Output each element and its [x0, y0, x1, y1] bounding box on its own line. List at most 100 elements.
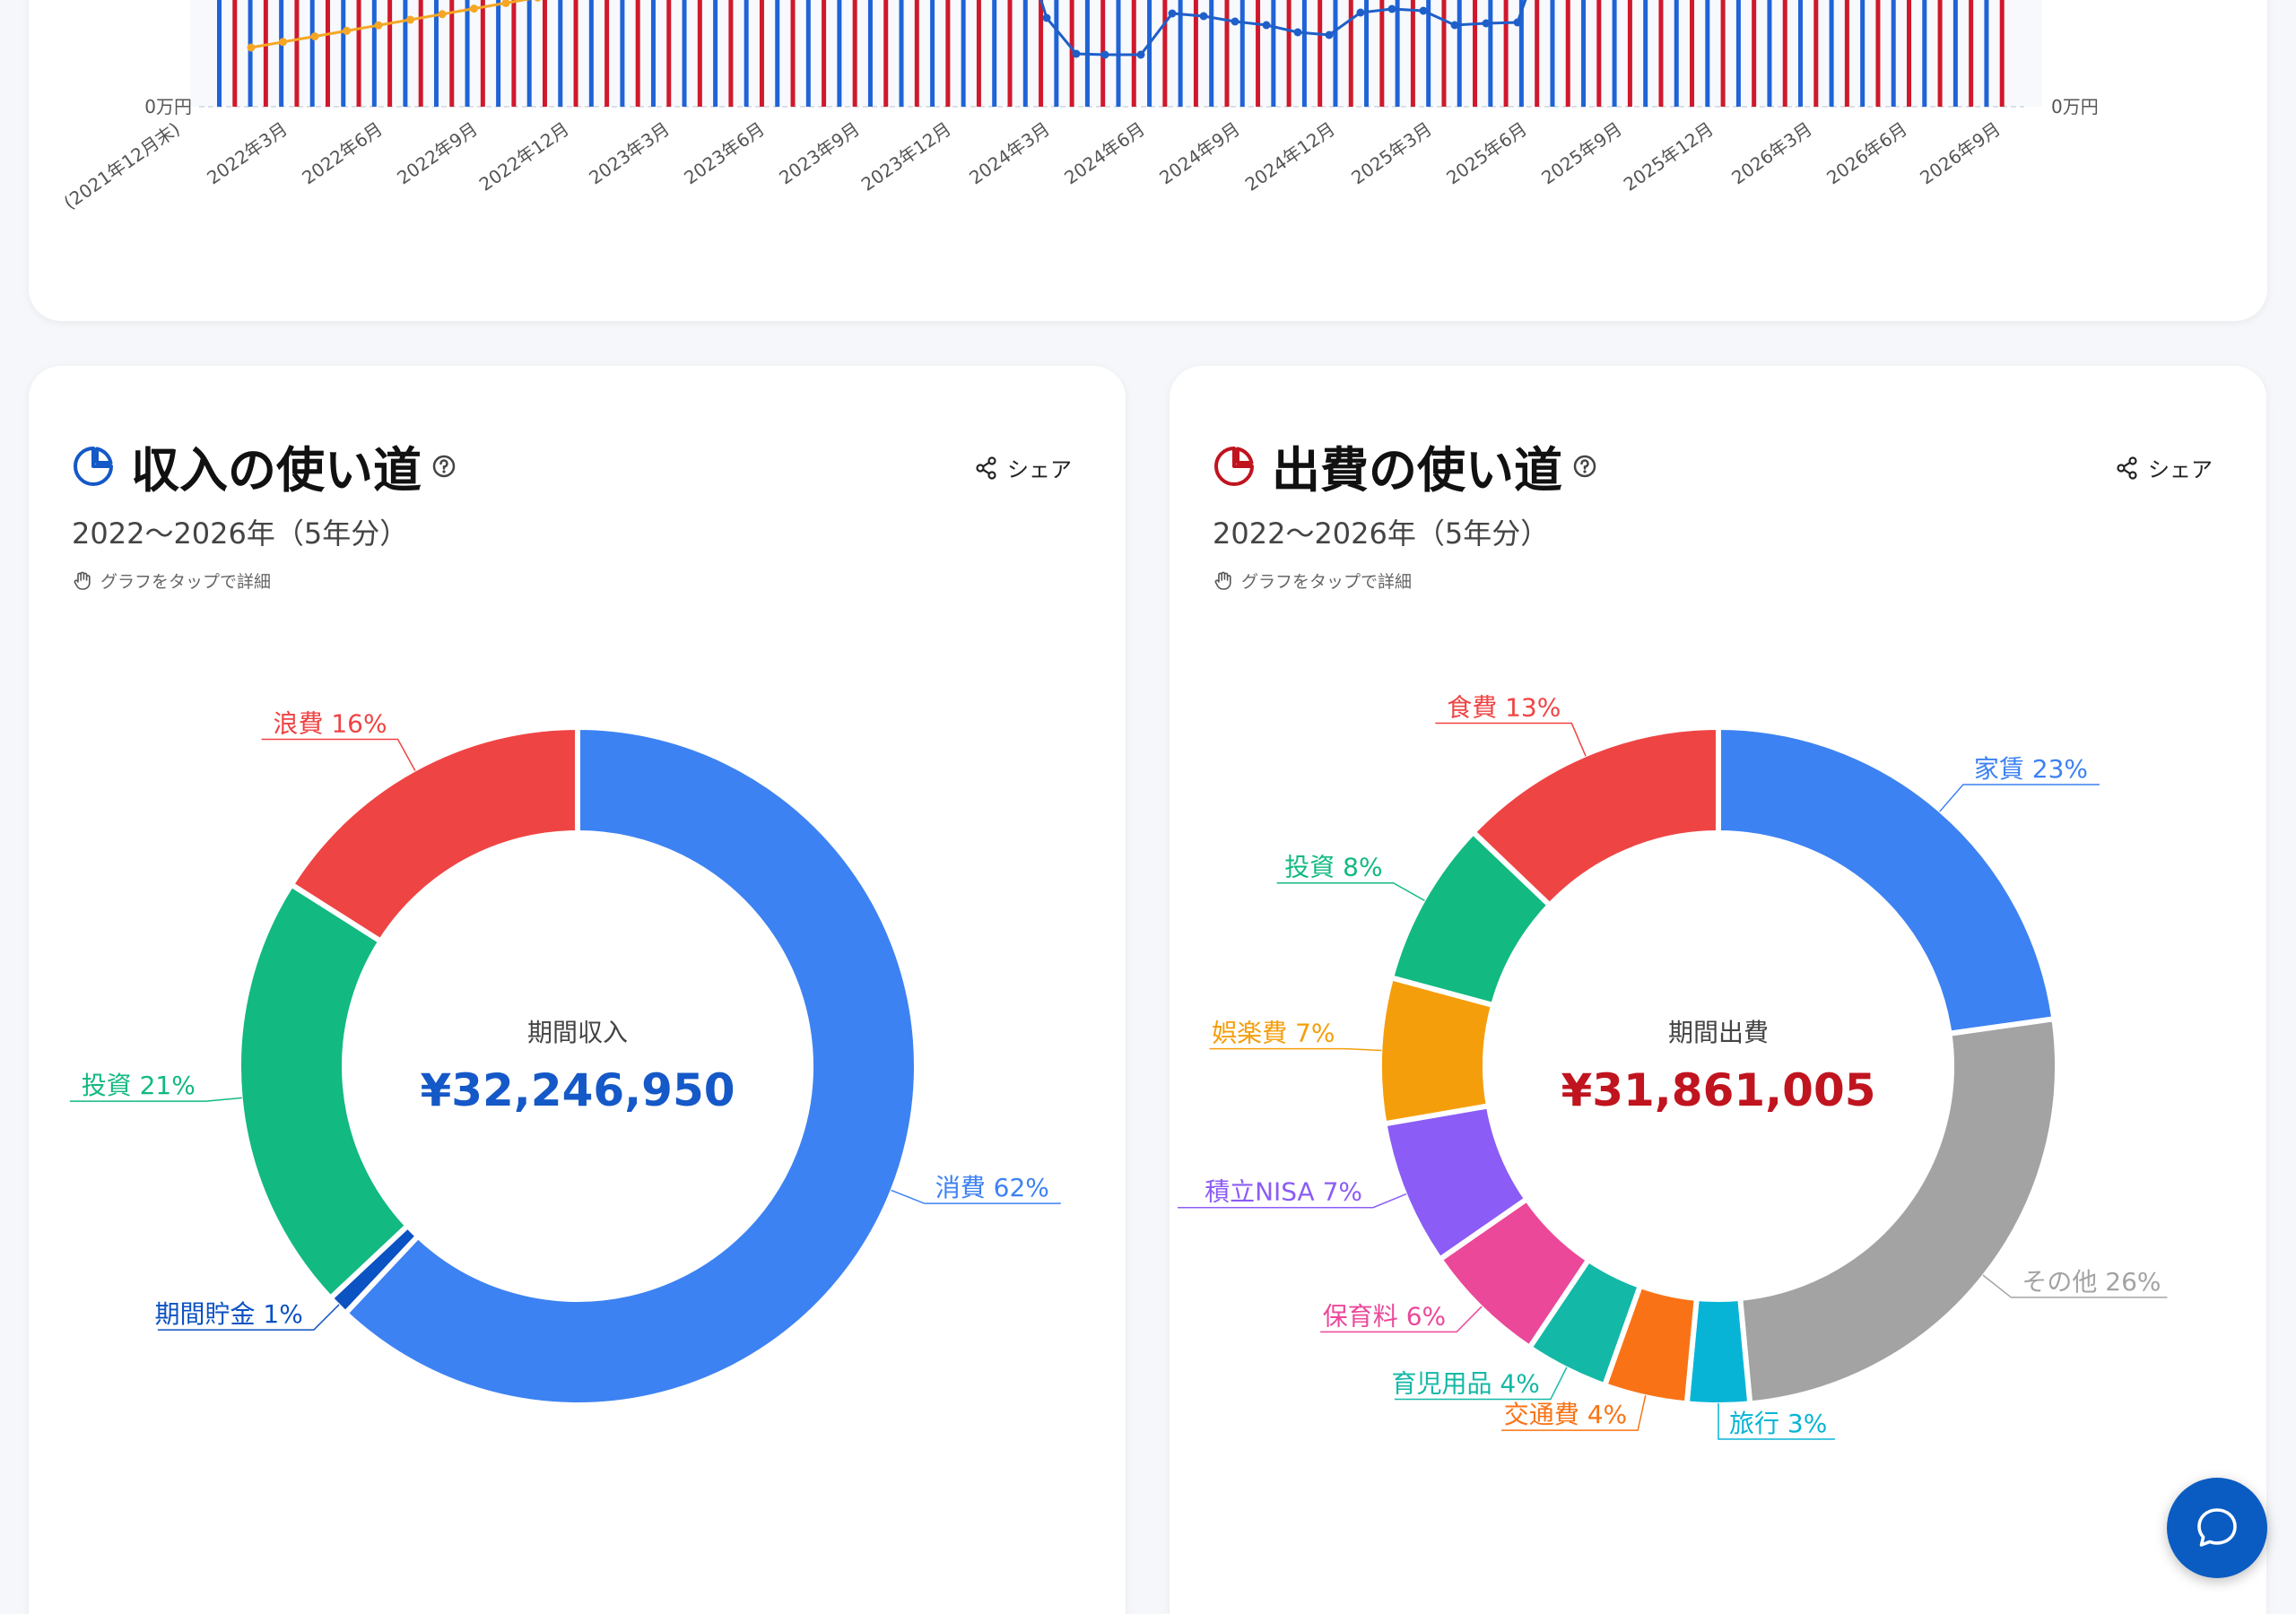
bar-income [744, 0, 749, 107]
bar-expense [697, 0, 702, 107]
bar-income [1581, 0, 1587, 107]
bar-expense [1039, 0, 1044, 107]
bar-expense [1348, 0, 1353, 107]
expense-leader-line-9 [1435, 722, 1587, 757]
income-slice-3[interactable] [287, 724, 580, 945]
bar-expense [1782, 0, 1787, 107]
bar-income [1301, 0, 1307, 107]
bar-expense [1503, 0, 1509, 107]
bar-income [1518, 0, 1524, 107]
bar-income [248, 0, 253, 107]
bar-income [1271, 0, 1276, 107]
x-axis-label: 2025年3月 [1347, 117, 1436, 188]
bar-expense [1379, 0, 1385, 107]
expense-slice-1[interactable] [1736, 1015, 2060, 1407]
bar-income [1426, 0, 1431, 107]
bar-expense [1535, 0, 1540, 107]
x-axis-label: 2024年6月 [1060, 117, 1149, 188]
balance-point [1482, 19, 1491, 28]
expense-slice-label-5: 保育料 6% [1323, 1301, 1446, 1331]
bar-expense [1658, 0, 1664, 107]
bar-expense [822, 0, 827, 107]
expense-slice-label-0: 家賃 23% [1974, 754, 2088, 784]
expense-slice-0[interactable] [1716, 724, 2057, 1037]
saving-point [247, 43, 256, 52]
income-slice-0[interactable] [341, 724, 919, 1408]
saving-point [470, 4, 478, 13]
expense-slice-9[interactable] [1469, 724, 1721, 909]
help-icon[interactable] [430, 453, 457, 480]
bar-expense [1069, 0, 1074, 107]
help-icon[interactable] [1571, 453, 1598, 480]
balance-point [1513, 18, 1522, 27]
balance-point [1419, 6, 1428, 15]
bar-income [650, 0, 656, 107]
bar-income [713, 0, 718, 107]
bar-expense [852, 0, 857, 107]
expense-donut-chart[interactable]: 家賃 23% その他 26% 旅行 3% 交通費 4%育児用品 4% 保育料 6% 積立N… [1170, 366, 2266, 1614]
cashflow-chart-card: 0万円 0万円 (2021年12月末) 2022年3月 2022年6月 2022年9月 20… [29, 0, 2267, 321]
income-period: 2022〜2026年（5年分） [72, 516, 409, 551]
expense-leader-line-6 [1178, 1193, 1407, 1209]
bar-expense [1441, 0, 1447, 107]
x-axis-label: 2026年3月 [1727, 117, 1816, 188]
bar-income [371, 0, 377, 107]
bar-income [682, 0, 687, 107]
bar-expense [1318, 0, 1323, 107]
bar-income [496, 0, 501, 107]
pie-chart-icon [74, 446, 113, 486]
cashflow-chart[interactable]: 0万円 0万円(2021年12月末) 2022年3月 2022年6月 2022年9月20… [29, 0, 2267, 321]
bar-income [930, 0, 935, 107]
x-axis-label: 2024年9月 [1155, 117, 1244, 188]
bar-income [1705, 0, 1710, 107]
bar-expense [1162, 0, 1168, 107]
bar-income [1735, 0, 1741, 107]
income-leader-line-3 [261, 738, 416, 771]
income-slice-2[interactable] [236, 881, 412, 1303]
bar-income [961, 0, 966, 107]
bar-expense [1813, 0, 1819, 107]
bar-income [1829, 0, 1834, 107]
expense-card-header: 出費の使い道 [1213, 430, 1598, 501]
income-center-label: 期間収入 [527, 1018, 628, 1047]
x-axis-label: 2023年6月 [680, 117, 769, 188]
bar-expense [1999, 0, 2005, 107]
income-slice-label-3: 浪費 16% [273, 708, 387, 738]
expense-slice-label-9: 食費 13% [1447, 693, 1561, 723]
bar-income [341, 0, 346, 107]
income-share-button[interactable]: シェア [975, 452, 1072, 483]
bar-income [1922, 0, 1927, 107]
bar-expense [232, 0, 238, 107]
bar-expense [449, 0, 455, 107]
saving-point [310, 32, 319, 41]
bar-expense [883, 0, 889, 107]
share-icon [976, 456, 996, 480]
income-donut-chart[interactable]: 消費 62% 期間貯金 1% 投資 21% 浪費 16% 期間収入 ¥32,246,950 [29, 366, 1126, 1614]
expense-share-button[interactable]: シェア [2116, 452, 2213, 483]
saving-point [534, 0, 542, 2]
balance-point [1450, 21, 1459, 30]
bar-expense [1410, 0, 1415, 107]
bar-income [867, 0, 873, 107]
bar-expense [1007, 0, 1013, 107]
x-axis-label: 2026年9月 [1916, 117, 2005, 188]
expense-leader-line-3 [1501, 1394, 1647, 1431]
income-card-header: 収入の使い道 [72, 430, 457, 501]
x-axis-label: 2022年3月 [203, 117, 291, 188]
bar-income [279, 0, 284, 107]
bar-income [1952, 0, 1958, 107]
bar-expense [263, 0, 268, 107]
chat-button[interactable] [2167, 1478, 2267, 1578]
bar-income [1239, 0, 1245, 107]
balance-point [1356, 8, 1365, 17]
bar-expense [294, 0, 300, 107]
bar-income [1984, 0, 1989, 107]
x-axis-label: 2023年12月 [857, 117, 955, 195]
bar-expense [728, 0, 734, 107]
expense-usage-card: 出費の使い道 シェア 2022〜2026年（5年分） グラフをタップで詳細 家賃… [1170, 366, 2266, 1614]
bar-income [403, 0, 408, 107]
expense-slice-label-3: 交通費 4% [1504, 1400, 1627, 1429]
bar-expense [1907, 0, 1912, 107]
saving-point [501, 0, 510, 7]
income-slice-label-1: 期間貯金 1% [155, 1299, 303, 1329]
